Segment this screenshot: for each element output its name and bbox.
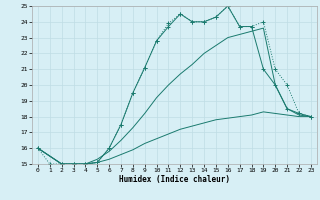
X-axis label: Humidex (Indice chaleur): Humidex (Indice chaleur) xyxy=(119,175,230,184)
